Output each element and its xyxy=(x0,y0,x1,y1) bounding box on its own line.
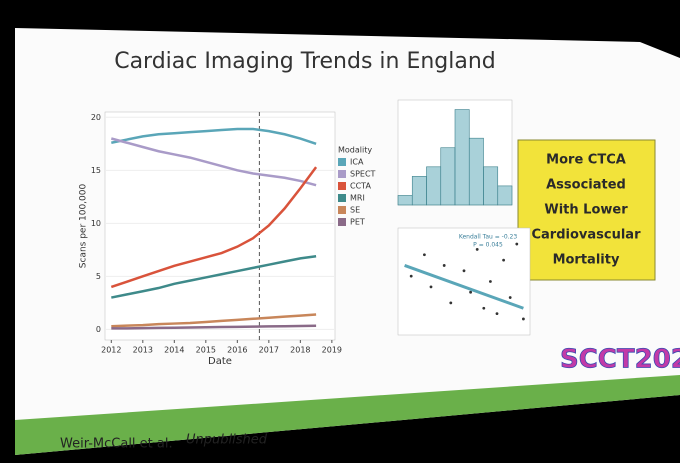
scatter-point xyxy=(495,312,499,315)
plot-area xyxy=(397,227,531,336)
plot-area xyxy=(104,111,336,341)
x-tick-label: 2014 xyxy=(164,346,184,355)
scatter-point xyxy=(449,301,453,305)
scatter-point xyxy=(502,258,505,262)
x-tick-label: 2019 xyxy=(322,346,342,355)
callout-line: Mortality xyxy=(553,253,620,268)
histogram-bar xyxy=(497,185,513,206)
trend-line xyxy=(404,264,524,310)
annotation: Kendall Tau = -0.23 xyxy=(459,234,518,241)
logo: SCCT2022 xyxy=(560,345,680,375)
y-tick-label: 5 xyxy=(96,272,101,281)
scatter-point xyxy=(482,306,486,310)
scatter-point xyxy=(442,264,446,267)
legend-title: Modality xyxy=(338,146,372,155)
scatter-point xyxy=(462,269,466,273)
y-tick-label: 20 xyxy=(91,113,101,122)
histogram-bar xyxy=(454,109,470,206)
legend-swatch xyxy=(338,218,346,226)
x-tick-label: 2013 xyxy=(133,346,153,355)
series-line xyxy=(110,137,317,187)
series-line xyxy=(111,254,317,299)
legend-label: SPECT xyxy=(350,170,376,179)
callout-text: More CTCA Associated With Lower Cardiovascu… xyxy=(531,153,641,268)
series-line xyxy=(111,127,317,145)
y-tick-label: 10 xyxy=(91,219,101,228)
legend-label: CCTA xyxy=(350,182,371,191)
scatter-point xyxy=(409,274,413,278)
callout-line: More CTCA xyxy=(546,153,626,168)
footer-band xyxy=(15,375,680,455)
legend-swatch xyxy=(338,170,346,178)
histogram-bar xyxy=(440,147,456,206)
y-tick-label: 15 xyxy=(91,166,101,175)
scatter-point xyxy=(515,242,519,246)
scatter-point xyxy=(522,317,525,321)
x-tick-label: 2015 xyxy=(196,346,216,355)
legend-swatch xyxy=(338,158,346,166)
scatter-point xyxy=(469,290,472,294)
y-axis-label: Scans per 100,000 xyxy=(79,184,89,269)
scatter-point xyxy=(475,248,479,251)
series-line xyxy=(111,324,317,330)
histogram-bar xyxy=(411,176,427,206)
histogram-bar xyxy=(483,166,499,206)
callout-line: Associated xyxy=(546,178,626,193)
callout-line: With Lower xyxy=(544,203,628,218)
series-line xyxy=(110,166,318,289)
annotation: P = 0.045 xyxy=(473,242,503,249)
scatter-point xyxy=(429,285,433,289)
legend-label: PET xyxy=(350,218,365,227)
citation-note: Unpublished xyxy=(186,433,268,448)
y-tick-label: 0 xyxy=(96,325,101,334)
histogram-bar xyxy=(468,137,484,206)
slide-title: Cardiac Imaging Trends in England xyxy=(114,49,496,74)
x-tick-label: 2017 xyxy=(259,346,279,355)
legend-label: MRI xyxy=(350,194,365,203)
scatter-point xyxy=(489,280,492,283)
histogram-bar xyxy=(426,166,442,206)
x-tick-label: 2016 xyxy=(227,346,247,355)
legend-swatch xyxy=(338,182,346,190)
series-line xyxy=(111,313,317,328)
callout-box xyxy=(517,139,656,281)
legend-swatch xyxy=(338,206,346,214)
x-axis-label: Date xyxy=(208,356,232,367)
scatter-point xyxy=(423,253,426,257)
legend-label: SE xyxy=(350,206,360,215)
legend-swatch xyxy=(338,194,346,202)
callout-line: Cardiovascular xyxy=(531,228,641,243)
x-tick-label: 2018 xyxy=(290,346,310,355)
histogram-bar xyxy=(397,195,413,206)
legend-label: ICA xyxy=(350,158,364,167)
x-tick-label: 2012 xyxy=(101,346,121,355)
citation: Weir-McCall et al. xyxy=(60,437,173,452)
charts: 0 5 10 15 20 2012 2013 2014 2015 2016 2017 2018 2019… xyxy=(79,99,531,367)
scatter-point xyxy=(508,296,512,299)
